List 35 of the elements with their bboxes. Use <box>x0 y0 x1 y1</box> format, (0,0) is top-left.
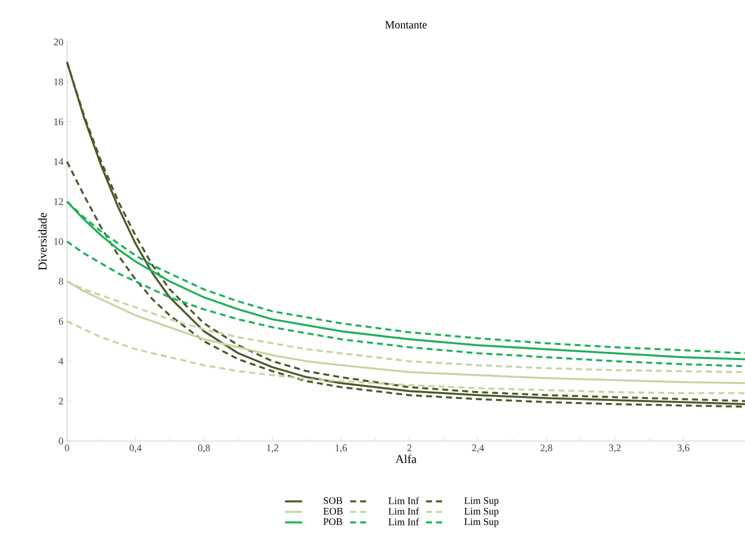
x-tick-label: 0,8 <box>198 444 210 453</box>
y-tick-label: 20 <box>54 38 64 46</box>
y-axis-title: Diversidade <box>38 212 47 270</box>
y-tick-label: 18 <box>54 78 64 86</box>
y-tick-label: 16 <box>54 118 64 126</box>
x-tick-label: 1,6 <box>336 444 347 453</box>
legend-label: Lim Sup <box>464 497 498 506</box>
x-tick-label: 2,8 <box>540 444 552 453</box>
x-tick-label: 3,6 <box>678 444 690 453</box>
x-tick-label: 0,4 <box>130 444 142 453</box>
legend-label: Lim Inf <box>388 508 420 515</box>
y-tick-label: 4 <box>58 358 64 364</box>
y-tick-label: 6 <box>58 318 64 325</box>
legend-label: POB <box>323 518 342 526</box>
x-tick-label: 0 <box>64 444 70 452</box>
x-tick-label: 3,2 <box>609 444 621 453</box>
y-tick-label: 12 <box>54 198 63 205</box>
legend-label: EOB <box>323 508 343 515</box>
y-tick-label: 8 <box>58 278 64 285</box>
y-tick-label: 0 <box>58 438 64 444</box>
x-axis-title: Alfa <box>395 454 416 464</box>
legend-label: Lim Sup <box>464 508 498 517</box>
line-series <box>66 320 745 394</box>
chart-title: Montante <box>385 21 427 28</box>
x-tick-label: 1,2 <box>267 444 278 453</box>
legend-label: Lim Inf <box>388 497 420 504</box>
y-tick-label: 14 <box>54 158 64 165</box>
line-series <box>66 240 745 368</box>
legend-label: SOB <box>324 497 342 504</box>
y-tick-label: 10 <box>54 238 64 245</box>
x-tick-label: 2,4 <box>472 444 484 453</box>
legend-label: Lim Sup <box>464 518 498 528</box>
legend-label: Lim Inf <box>388 518 420 526</box>
x-tick-label: 2 <box>407 444 412 452</box>
y-tick-label: 2 <box>58 398 63 404</box>
